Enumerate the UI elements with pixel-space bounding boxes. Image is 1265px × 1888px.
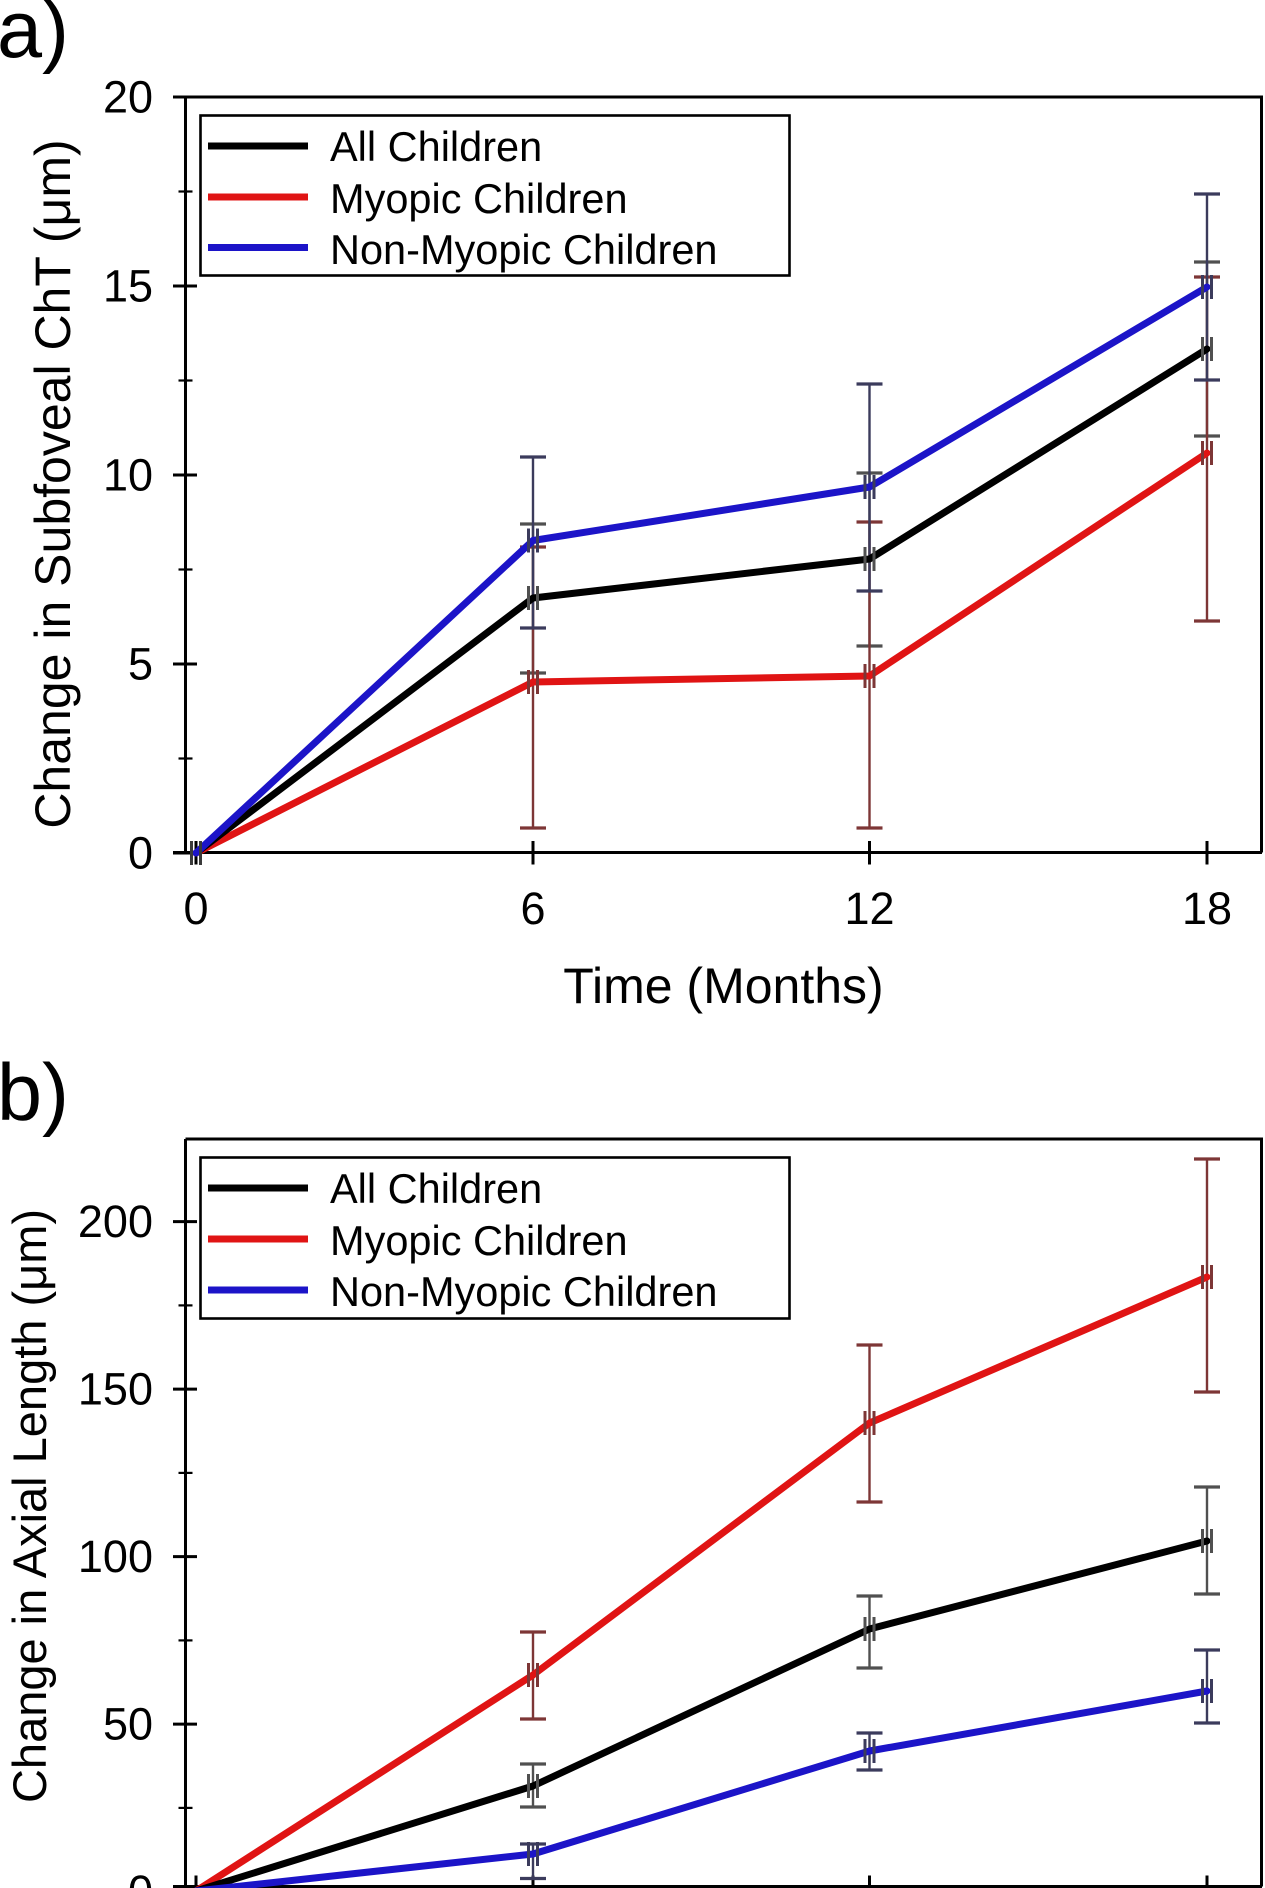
svg-text:0: 0 xyxy=(128,1866,153,1888)
svg-text:150: 150 xyxy=(78,1364,153,1415)
svg-text:a): a) xyxy=(0,0,69,75)
svg-text:0: 0 xyxy=(183,883,208,934)
svg-text:Non-Myopic Children: Non-Myopic Children xyxy=(330,226,717,273)
svg-text:10: 10 xyxy=(103,450,153,501)
svg-text:50: 50 xyxy=(103,1699,153,1750)
svg-text:Change in Axial Length (μm): Change in Axial Length (μm) xyxy=(3,1209,56,1803)
svg-text:100: 100 xyxy=(78,1531,153,1582)
svg-text:Change in Subfoveal ChT (μm): Change in Subfoveal ChT (μm) xyxy=(25,139,81,828)
svg-text:18: 18 xyxy=(1182,883,1232,934)
svg-text:5: 5 xyxy=(128,639,153,690)
svg-text:200: 200 xyxy=(78,1196,153,1247)
svg-text:6: 6 xyxy=(520,883,545,934)
svg-text:Myopic Children: Myopic Children xyxy=(330,175,628,222)
svg-text:12: 12 xyxy=(844,883,894,934)
svg-text:Time (Months): Time (Months) xyxy=(563,958,883,1014)
svg-text:20: 20 xyxy=(103,72,153,123)
svg-text:Non-Myopic Children: Non-Myopic Children xyxy=(330,1268,717,1315)
svg-text:0: 0 xyxy=(128,828,153,879)
svg-text:All Children: All Children xyxy=(330,123,542,170)
svg-text:All Children: All Children xyxy=(330,1165,542,1212)
svg-text:Myopic Children: Myopic Children xyxy=(330,1217,628,1264)
svg-text:b): b) xyxy=(0,1048,69,1138)
svg-text:15: 15 xyxy=(103,261,153,312)
